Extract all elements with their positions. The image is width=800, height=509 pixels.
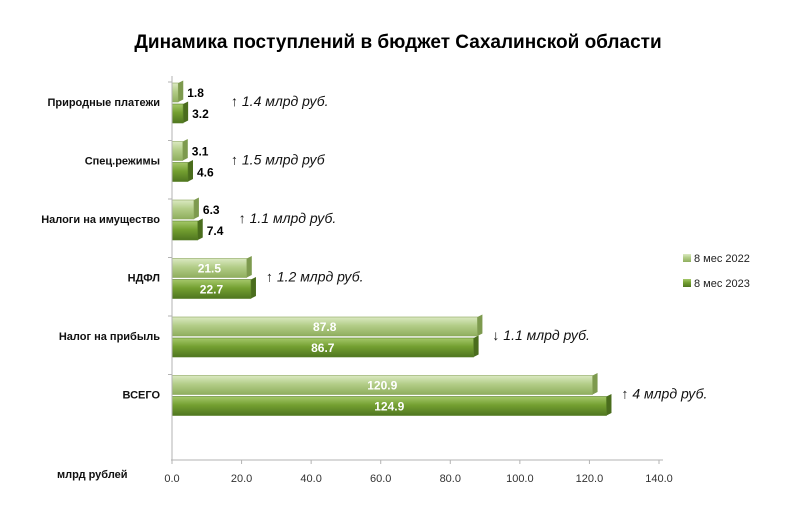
bar-side-2023-cat-3 [250,277,256,299]
category-label: Спец.режимы [85,156,160,168]
bar-2022-cat-0 [171,82,179,103]
legend-swatch-2022 [683,254,691,262]
legend-label-2023: 8 мес 2023 [694,278,750,290]
change-annotation-text: 4 млрд руб. [632,386,707,402]
change-annotation-text: 1.5 млрд руб [242,152,326,168]
bar-side-2023-cat-5 [606,394,612,416]
change-annotation: ↑ 1.4 млрд руб. [231,93,329,109]
bar-side-2023-cat-0 [183,101,189,123]
x-tick-label: 120.0 [576,473,604,485]
bar-side-2022-cat-4 [477,314,483,336]
bar-side-2022-cat-2 [193,197,199,219]
bar-side-2022-cat-5 [592,373,598,395]
bar-value-label: 22.7 [200,283,224,297]
bar-value-label: 124.9 [374,400,404,414]
x-axis-unit-label: млрд рублей [57,469,128,481]
bar-2023-cat-1 [171,162,189,182]
bar-value-label: 87.8 [313,320,337,334]
change-annotation: ↑ 1.5 млрд руб [231,152,326,168]
bar-value-label: 1.8 [187,86,204,100]
change-annotation: ↑ 1.2 млрд руб. [266,269,364,285]
change-annotation-text: 1.1 млрд руб. [250,210,337,226]
change-annotation: ↑ 4 млрд руб. [621,386,707,402]
category-label: НДФЛ [128,273,160,285]
category-label: Налог на прибыль [59,331,160,343]
bar-2022-cat-1 [171,141,184,161]
bar-side-2022-cat-1 [182,139,188,161]
arrow-down-icon: ↓ [492,327,503,343]
bar-side-2023-cat-2 [197,218,203,240]
bar-value-label: 7.4 [207,224,224,238]
arrow-up-icon: ↑ [266,269,277,285]
bar-value-label: 3.1 [192,145,209,159]
bar-value-label: 3.2 [192,107,209,121]
x-tick-label: 80.0 [440,473,461,485]
bar-side-2023-cat-4 [473,335,479,357]
arrow-up-icon: ↑ [231,93,242,109]
bar-value-label: 120.9 [367,379,397,393]
x-tick-label: 100.0 [506,473,534,485]
arrow-up-icon: ↑ [239,210,250,226]
legend: 8 мес 2022 8 мес 2023 [683,253,750,290]
legend-label-2022: 8 мес 2022 [694,253,750,265]
change-annotation: ↑ 1.1 млрд руб. [239,210,337,226]
x-tick-label: 40.0 [300,473,321,485]
change-annotation: ↓ 1.1 млрд руб. [492,327,590,343]
category-label: ВСЕГО [123,390,161,402]
change-annotation-text: 1.1 млрд руб. [503,327,590,343]
bar-side-2022-cat-3 [246,256,252,278]
category-label: Налоги на имущество [41,214,160,226]
x-tick-label: 60.0 [370,473,391,485]
bar-value-label: 21.5 [198,262,222,276]
change-annotation-text: 1.4 млрд руб. [242,93,329,109]
bar-value-label: 6.3 [203,203,220,217]
bar-value-label: 4.6 [197,166,214,180]
bar-value-label: 86.7 [311,341,335,355]
bar-2023-cat-0 [171,103,184,124]
category-label: Природные платежи [47,97,160,109]
x-tick-label: 20.0 [231,473,252,485]
x-tick-label: 0.0 [164,473,179,485]
bar-side-2023-cat-1 [188,160,194,182]
bar-2022-cat-2 [171,199,195,220]
arrow-up-icon: ↑ [621,386,632,402]
x-tick-label: 140.0 [645,473,673,485]
chart-title: Динамика поступлений в бюджет Сахалинско… [134,32,661,53]
arrow-up-icon: ↑ [231,152,242,168]
bar-side-2022-cat-0 [178,80,184,102]
change-annotation-text: 1.2 млрд руб. [277,269,364,285]
bar-2023-cat-2 [171,220,199,241]
legend-swatch-2023 [683,279,691,287]
